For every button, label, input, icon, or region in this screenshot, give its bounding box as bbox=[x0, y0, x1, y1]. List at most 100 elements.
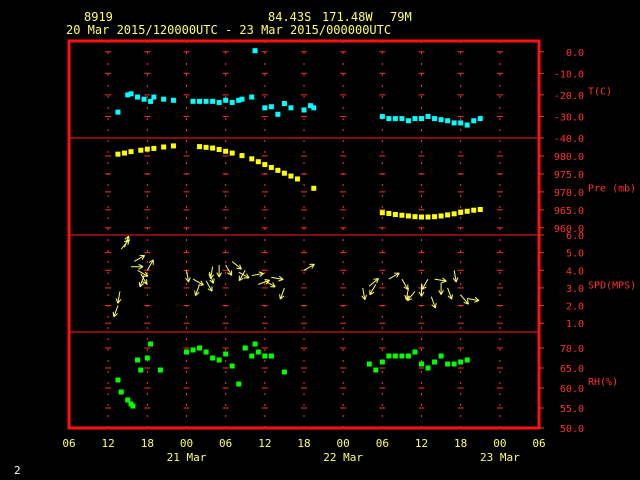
data-point bbox=[157, 367, 163, 373]
data-point bbox=[262, 353, 268, 359]
data-point bbox=[432, 214, 438, 220]
data-point bbox=[197, 345, 203, 351]
data-point bbox=[451, 361, 457, 367]
data-point bbox=[190, 347, 196, 353]
wind-arrow bbox=[369, 284, 377, 296]
wind-arrow bbox=[368, 277, 379, 287]
data-point bbox=[399, 353, 405, 359]
data-point bbox=[203, 98, 209, 104]
data-point bbox=[386, 116, 392, 122]
data-point bbox=[223, 351, 229, 357]
y-tick-label: 2.0 bbox=[566, 302, 584, 313]
data-point bbox=[451, 120, 457, 126]
data-point bbox=[148, 341, 154, 347]
data-point bbox=[203, 349, 209, 355]
data-point bbox=[464, 208, 470, 214]
data-point bbox=[281, 101, 287, 107]
wind-arrow bbox=[303, 263, 315, 271]
data-point bbox=[229, 363, 235, 369]
data-point bbox=[425, 365, 431, 371]
wind-arrow bbox=[279, 287, 285, 300]
x-tick-label: 00 bbox=[180, 437, 193, 450]
data-point bbox=[311, 185, 317, 191]
wind-arrow bbox=[418, 284, 425, 297]
data-point bbox=[308, 103, 314, 109]
wind-arrow bbox=[452, 270, 459, 283]
y-tick-label: 1.0 bbox=[566, 319, 584, 330]
data-point bbox=[477, 116, 483, 122]
y-tick-label: 4.0 bbox=[566, 266, 584, 277]
x-day-label: 23 Mar bbox=[480, 451, 520, 464]
data-point bbox=[281, 170, 287, 176]
data-point bbox=[373, 367, 379, 373]
data-point bbox=[229, 99, 235, 105]
wind-arrow bbox=[208, 266, 215, 279]
data-point bbox=[138, 147, 144, 153]
data-point bbox=[379, 210, 385, 216]
wind-arrow bbox=[467, 297, 480, 303]
data-point bbox=[471, 118, 477, 124]
data-point bbox=[118, 389, 124, 395]
data-point bbox=[458, 359, 464, 365]
y-tick-label: -30.0 bbox=[554, 112, 584, 123]
data-point bbox=[141, 96, 147, 102]
wind-arrow bbox=[447, 287, 453, 300]
data-point bbox=[275, 111, 281, 117]
date-range: 20 Mar 2015/120000UTC - 23 Mar 2015/0000… bbox=[66, 23, 392, 37]
data-point bbox=[281, 369, 287, 375]
data-point bbox=[399, 116, 405, 122]
data-point bbox=[445, 212, 451, 218]
data-point bbox=[379, 113, 385, 119]
data-point bbox=[236, 381, 242, 387]
data-point bbox=[366, 361, 372, 367]
data-point bbox=[399, 212, 405, 218]
wind-arrow bbox=[205, 280, 213, 292]
data-point bbox=[239, 153, 245, 159]
data-point bbox=[229, 150, 235, 156]
data-point bbox=[216, 99, 222, 105]
y-tick-label: 970.0 bbox=[554, 188, 584, 199]
wind-arrow bbox=[430, 296, 437, 309]
data-point bbox=[249, 156, 255, 162]
data-point bbox=[210, 98, 216, 104]
data-point bbox=[392, 353, 398, 359]
data-point bbox=[386, 210, 392, 216]
x-tick-label: 18 bbox=[297, 437, 310, 450]
data-point bbox=[255, 159, 261, 165]
wind-arrow bbox=[146, 259, 154, 271]
y-tick-label: 50.0 bbox=[560, 424, 584, 435]
data-point bbox=[405, 213, 411, 219]
x-tick-label: 06 bbox=[376, 437, 389, 450]
data-point bbox=[432, 359, 438, 365]
x-tick-label: 00 bbox=[337, 437, 350, 450]
wind-arrow bbox=[460, 294, 469, 305]
y-tick-label: -20.0 bbox=[554, 91, 584, 102]
wind-arrow bbox=[225, 264, 233, 276]
panel-label: T(C) bbox=[588, 87, 612, 98]
data-point bbox=[438, 117, 444, 123]
data-point bbox=[268, 353, 274, 359]
data-point bbox=[458, 209, 464, 215]
data-point bbox=[242, 345, 248, 351]
data-point bbox=[301, 107, 307, 113]
panel-label: RH(%) bbox=[588, 377, 618, 388]
data-point bbox=[268, 164, 274, 170]
wind-arrow bbox=[231, 261, 242, 270]
wind-arrow bbox=[421, 278, 429, 290]
data-point bbox=[425, 214, 431, 220]
y-tick-label: 960.0 bbox=[554, 224, 584, 235]
data-point bbox=[223, 148, 229, 154]
wind-arrow bbox=[124, 235, 130, 248]
data-point bbox=[288, 105, 294, 111]
data-point bbox=[464, 122, 470, 128]
data-point bbox=[464, 357, 470, 363]
data-point bbox=[471, 207, 477, 213]
wind-arrow bbox=[438, 282, 444, 295]
data-point bbox=[223, 97, 229, 103]
wind-arrow bbox=[192, 278, 204, 286]
data-point bbox=[405, 118, 411, 124]
wind-arrow bbox=[140, 273, 148, 285]
wind-arrow bbox=[185, 270, 191, 283]
data-point bbox=[239, 96, 245, 102]
y-tick-label: 60.0 bbox=[560, 384, 584, 395]
